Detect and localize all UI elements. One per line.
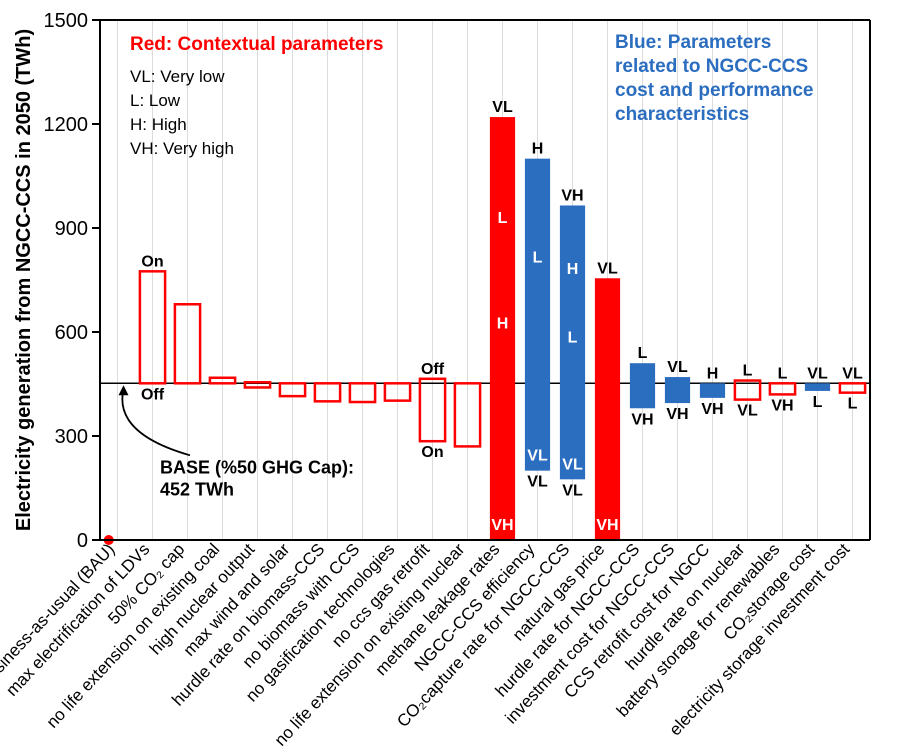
- baseline-label: 452 TWh: [160, 479, 234, 499]
- bar: [700, 383, 725, 398]
- y-axis-title: Electricity generation from NGCC-CCS in …: [13, 29, 35, 531]
- bar-inside-annot: VH: [491, 517, 513, 534]
- bar-inside-annot: H: [567, 261, 579, 278]
- bar-top-annot: On: [141, 253, 163, 270]
- bar: [630, 363, 655, 408]
- bar: [595, 278, 620, 540]
- bar-inside-annot: L: [568, 329, 578, 346]
- y-tick-label: 600: [55, 322, 88, 344]
- bar-bottom-annot: L: [848, 396, 858, 413]
- bar-inside-annot: L: [498, 210, 508, 227]
- legend-blue-title: cost and performance: [615, 80, 814, 101]
- bar-inside-annot: L: [533, 250, 543, 267]
- bar-inside-annot: VL: [527, 448, 548, 465]
- bar-inside-annot: VL: [562, 456, 583, 473]
- bar-inside-annot: H: [497, 316, 509, 333]
- bar-top-annot: VL: [842, 365, 863, 382]
- legend-blue-title: Blue: Parameters: [615, 32, 771, 53]
- chart-svg: On Off Off On VL L H VH H L VL VL VH H L VL VL VL VH L VH VL V…: [0, 0, 900, 756]
- legend-blue-title: characteristics: [615, 104, 749, 125]
- bar-top-annot: VL: [807, 365, 828, 382]
- bar: [525, 159, 550, 471]
- bar-top-annot: H: [532, 141, 544, 158]
- bar-bottom-annot: VH: [666, 406, 688, 423]
- bar-top-annot: VL: [667, 359, 688, 376]
- y-tick-label: 0: [77, 530, 88, 552]
- legend-red-title: Red: Contextual parameters: [130, 34, 383, 55]
- bar-bottom-annot: VH: [631, 411, 653, 428]
- bar-bottom-annot: VH: [701, 401, 723, 418]
- bar: [665, 377, 690, 403]
- bar-top-annot: L: [743, 363, 753, 380]
- bar-top-annot: L: [638, 345, 648, 362]
- legend-abbrev: VL: Very low: [130, 67, 225, 86]
- y-tick-label: 900: [55, 218, 88, 240]
- bar-bottom-annot: L: [813, 394, 823, 411]
- chart-container: On Off Off On VL L H VH H L VL VL VH H L VL VL VL VH L VH VL V…: [0, 0, 900, 756]
- bar-top-annot: VH: [561, 187, 583, 204]
- bar-top-annot: Off: [421, 361, 445, 378]
- bar-inside-annot: VH: [596, 517, 618, 534]
- bar-bottom-annot: VL: [562, 482, 583, 499]
- legend-abbrev: VH: Very high: [130, 139, 234, 158]
- y-tick-label: 300: [55, 426, 88, 448]
- bar-bottom-annot: VL: [527, 474, 548, 491]
- baseline-arrowhead: [119, 385, 129, 395]
- y-tick-label: 1200: [44, 114, 89, 136]
- bar-top-annot: VL: [597, 260, 618, 277]
- bar-bottom-annot: VH: [771, 397, 793, 414]
- legend-abbrev: H: High: [130, 115, 187, 134]
- baseline-label: BASE (%50 GHG Cap):: [160, 457, 354, 477]
- bar-top-annot: L: [778, 365, 788, 382]
- bar: [805, 383, 830, 391]
- bar-bottom-annot: VL: [737, 403, 758, 420]
- y-tick-label: 1500: [44, 10, 89, 32]
- bar-top-annot: VL: [492, 99, 513, 116]
- x-category-label: max electrification of LDVs: [2, 540, 153, 700]
- legend-abbrev: L: Low: [130, 91, 181, 110]
- bar-bottom-annot: Off: [141, 386, 165, 403]
- bar-top-annot: H: [707, 365, 719, 382]
- legend-blue-title: related to NGCC-CCS: [615, 56, 808, 77]
- bar-bottom-annot: On: [421, 444, 443, 461]
